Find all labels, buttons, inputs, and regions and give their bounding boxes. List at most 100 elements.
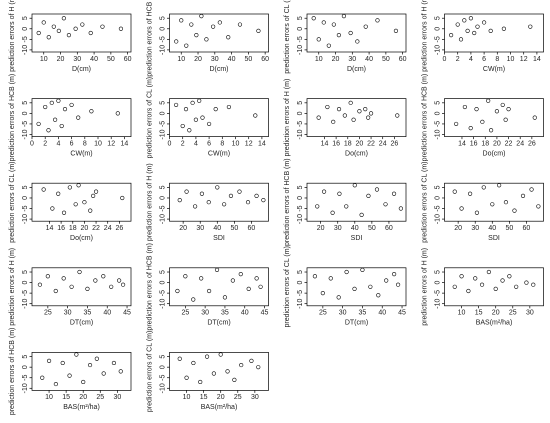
y-tick-label: -10 <box>297 299 304 309</box>
x-axis-label: SDI <box>488 235 500 242</box>
point <box>191 360 196 366</box>
x-tick-label: 16 <box>470 140 478 147</box>
x-axis-label: DT(cm) <box>70 320 93 327</box>
point <box>245 200 251 205</box>
y-axis-label: prediction errors of CL (m) <box>284 246 291 327</box>
point <box>93 189 99 194</box>
x-tick-label: 20 <box>57 56 65 63</box>
point <box>199 276 204 281</box>
point <box>368 284 373 289</box>
y-tick-label: 0 <box>159 27 166 31</box>
x-tick-label: 30 <box>196 225 204 232</box>
x-tick-label: 20 <box>332 56 340 63</box>
y-tick-label: 0 <box>297 27 304 31</box>
y-tick-label: 0 <box>22 111 29 115</box>
point <box>520 193 526 198</box>
point <box>393 28 399 33</box>
point <box>321 189 327 194</box>
x-tick-label: 20 <box>317 225 325 232</box>
point <box>52 117 58 122</box>
point <box>473 276 478 281</box>
y-tick-label: -10 <box>434 45 441 55</box>
y-tick-label: -10 <box>434 214 441 224</box>
point <box>228 193 234 198</box>
y-tick-label: -5 <box>159 375 166 381</box>
point <box>222 202 227 207</box>
point <box>174 39 179 44</box>
point <box>366 193 371 198</box>
x-tick-label: 14 <box>46 225 54 232</box>
point <box>383 202 388 207</box>
y-tick-label: -10 <box>434 299 441 309</box>
y-axis-label: prediction errors of CL (m) <box>146 331 153 412</box>
y-tick-label: 5 <box>159 185 166 189</box>
point <box>392 272 397 277</box>
point <box>199 191 205 196</box>
plot-frame <box>31 13 132 53</box>
y-tick-label: 0 <box>434 27 441 31</box>
y-tick-label: -5 <box>434 36 441 42</box>
point <box>315 204 320 209</box>
x-tick-label: 26 <box>115 225 123 232</box>
point <box>100 24 105 29</box>
point <box>312 274 318 279</box>
plot-frame <box>306 98 407 137</box>
point <box>37 282 43 287</box>
y-tick-label: -5 <box>434 205 441 211</box>
point <box>184 375 189 380</box>
x-axis-label: CW(m) <box>70 150 92 157</box>
point <box>198 379 203 385</box>
y-tick-label: -5 <box>159 121 166 127</box>
point <box>256 365 261 370</box>
point <box>391 191 397 196</box>
plot-frame <box>169 352 269 391</box>
point <box>101 371 106 376</box>
point <box>459 274 464 279</box>
point <box>189 22 194 27</box>
x-tick-label: 50 <box>244 56 252 63</box>
point <box>115 111 120 116</box>
x-tick-label: 10 <box>458 310 466 317</box>
x-axis-label: BAS(m²/ha) <box>476 320 513 327</box>
y-tick-label: 5 <box>434 101 441 105</box>
x-tick-label: 40 <box>488 225 496 232</box>
point <box>118 369 123 374</box>
y-tick-label: 0 <box>297 281 304 285</box>
point <box>60 360 65 366</box>
x-axis-label: DT(cm) <box>207 320 230 327</box>
point <box>452 284 457 289</box>
y-tick-label: -5 <box>159 205 166 211</box>
y-tick-label: -10 <box>159 129 166 139</box>
y-axis-label: prediction errors of HCB (m) <box>421 74 428 162</box>
y-tick-label: 0 <box>434 281 441 285</box>
point <box>67 373 72 378</box>
y-tick-label: -10 <box>159 214 166 224</box>
point <box>109 284 114 289</box>
point <box>331 22 336 27</box>
y-tick-label: -10 <box>297 129 304 139</box>
point <box>213 107 218 112</box>
point <box>222 295 228 300</box>
point <box>46 128 51 133</box>
point <box>375 18 380 23</box>
x-tick-label: 45 <box>123 310 131 317</box>
point <box>536 204 541 209</box>
y-tick-label: 0 <box>159 365 166 369</box>
plot-frame <box>169 182 269 222</box>
y-tick-label: 0 <box>434 111 441 115</box>
x-tick-label: 45 <box>261 310 269 317</box>
y-tick-label: 5 <box>22 355 29 359</box>
point <box>89 109 94 114</box>
point <box>336 33 341 38</box>
x-tick-label: 20 <box>493 140 501 147</box>
plot-frame <box>169 267 269 307</box>
point <box>225 369 230 374</box>
point <box>73 202 78 207</box>
x-axis-label: BAS(m²/ha) <box>63 404 100 411</box>
x-tick-label: 2 <box>181 140 185 147</box>
point <box>91 193 96 198</box>
y-tick-label: 5 <box>159 355 166 359</box>
point <box>488 128 494 133</box>
x-axis-label: D(cm) <box>209 66 228 73</box>
y-tick-label: -10 <box>297 214 304 224</box>
